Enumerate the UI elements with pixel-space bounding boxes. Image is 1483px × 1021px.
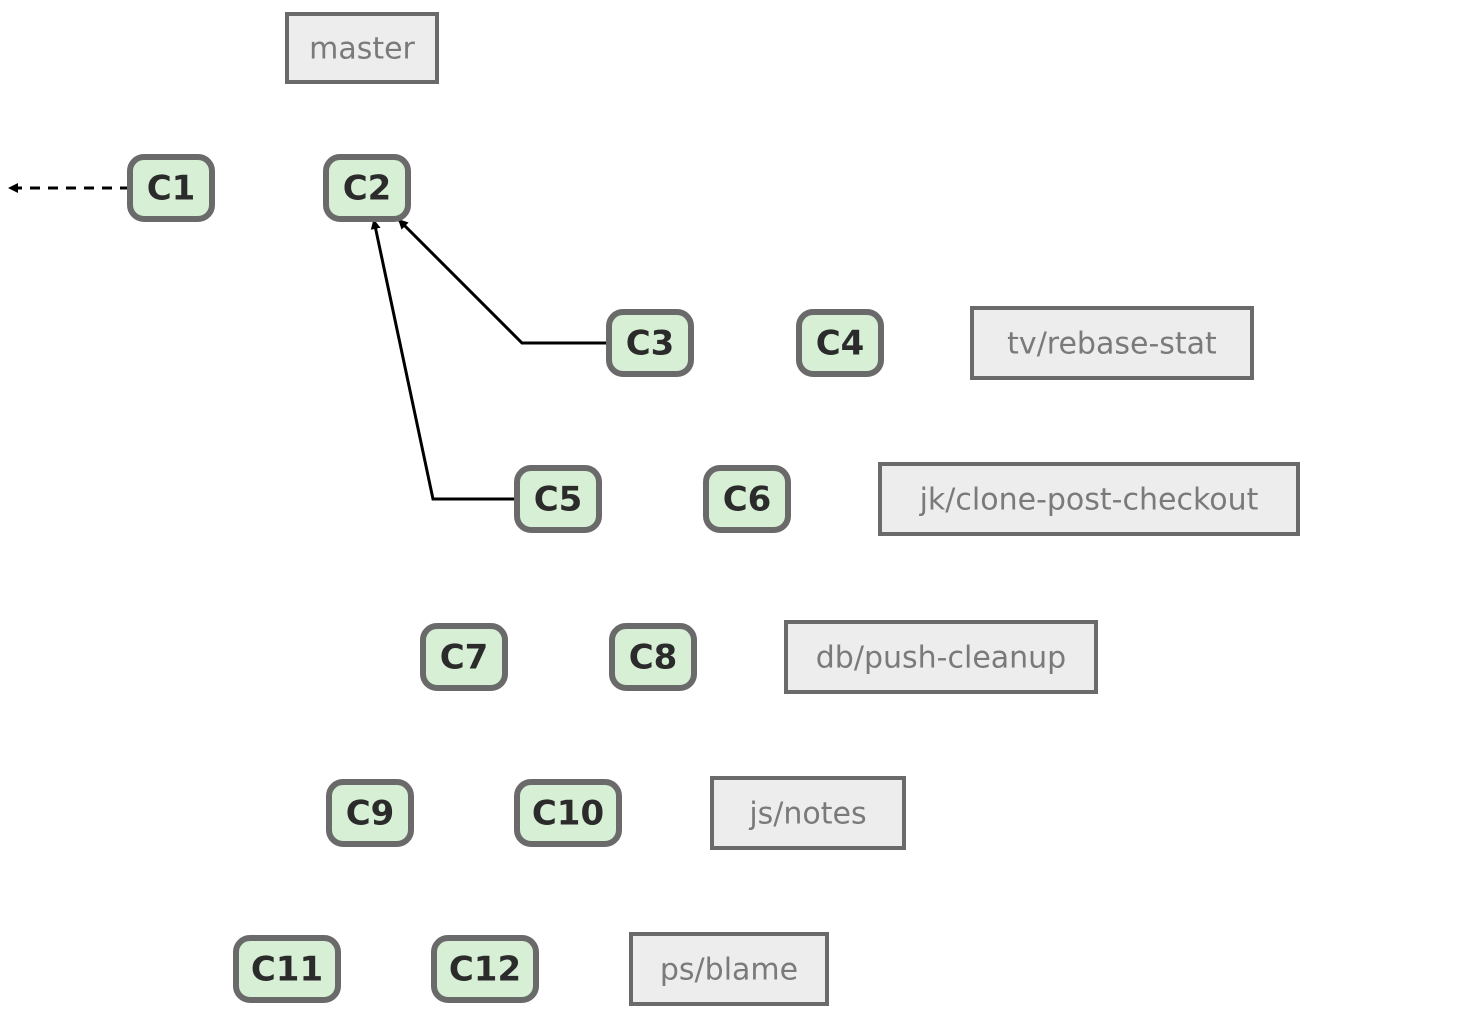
commit-label: C10 [532, 794, 604, 834]
commit-C10: C10 [517, 782, 619, 844]
commit-C4: C4 [799, 312, 881, 374]
commit-label: C3 [626, 324, 675, 364]
commit-label: C6 [723, 480, 772, 520]
git-branch-diagram: C1 C2 C3 C4 C5 C6 C7 C8 C9 C10 C11 C12 master tv/reba… [0, 0, 1483, 1021]
nodes-layer: C1 C2 C3 C4 C5 C6 C7 C8 C9 C10 C11 C12 master tv/reba… [130, 14, 1298, 1004]
branch-master: master [287, 14, 437, 82]
branch-label: jk/clone-post-checkout [919, 483, 1259, 518]
commit-C5: C5 [517, 468, 599, 530]
branch-label: master [309, 32, 415, 67]
branch-js_notes: js/notes [712, 778, 904, 848]
branch-label: tv/rebase-stat [1007, 327, 1217, 362]
commit-label: C9 [346, 794, 395, 834]
commit-C11: C11 [236, 938, 338, 1000]
commit-label: C12 [449, 950, 521, 990]
branch-label: db/push-cleanup [816, 641, 1066, 676]
commit-C6: C6 [706, 468, 788, 530]
branch-label: js/notes [748, 797, 866, 832]
commit-label: C7 [440, 638, 489, 678]
commit-label: C1 [147, 169, 196, 209]
commit-C9: C9 [329, 782, 411, 844]
branch-db_push_cleanup: db/push-cleanup [786, 622, 1096, 692]
commit-label: C8 [629, 638, 678, 678]
commit-C3: C3 [609, 312, 691, 374]
commit-label: C2 [343, 169, 392, 209]
commit-C1: C1 [130, 157, 212, 219]
branch-label: ps/blame [660, 953, 798, 988]
commit-label: C5 [534, 480, 583, 520]
commit-C12: C12 [434, 938, 536, 1000]
branch-jk_clone: jk/clone-post-checkout [880, 464, 1298, 534]
edge-5 [398, 219, 609, 343]
commit-label: C4 [816, 324, 865, 364]
commit-C8: C8 [612, 626, 694, 688]
branch-tv_rebase_stat: tv/rebase-stat [972, 308, 1252, 378]
commit-C7: C7 [423, 626, 505, 688]
edge-8 [374, 219, 517, 499]
commit-label: C11 [251, 950, 323, 990]
edges-layer [8, 188, 609, 499]
commit-C2: C2 [326, 157, 408, 219]
branch-ps_blame: ps/blame [631, 934, 827, 1004]
